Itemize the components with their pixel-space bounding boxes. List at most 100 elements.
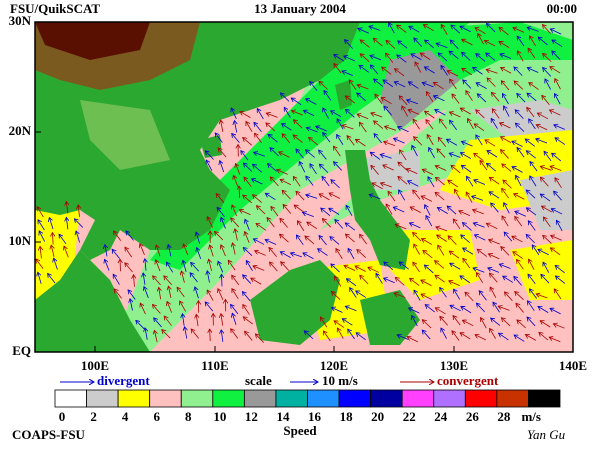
wind-arrow	[486, 69, 498, 74]
wind-arrow	[268, 134, 278, 143]
wind-arrow	[526, 190, 536, 199]
wind-arrow	[422, 320, 432, 329]
wind-arrow	[384, 278, 395, 284]
wind-arrow	[425, 205, 431, 216]
wind-arrow	[460, 276, 470, 284]
wind-arrow	[231, 108, 237, 119]
wind-arrow	[538, 37, 548, 46]
colorbar-tick: 12	[245, 409, 258, 424]
wind-arrow	[449, 251, 460, 259]
wind-arrow	[51, 245, 55, 257]
wind-arrow	[425, 111, 435, 119]
wind-arrow	[478, 34, 484, 45]
wind-arrow	[394, 82, 406, 88]
wind-arrow	[517, 147, 525, 158]
colorbar-tick: 10	[213, 409, 226, 424]
wind-arrow	[449, 281, 460, 287]
wind-arrow	[309, 137, 319, 146]
wind-arrow	[462, 52, 471, 61]
wind-arrow	[462, 39, 473, 46]
wind-arrow	[504, 292, 513, 302]
wind-arrow	[517, 259, 524, 270]
wind-arrow	[218, 289, 224, 300]
wind-arrow	[536, 125, 548, 131]
wind-arrow	[154, 330, 157, 343]
wind-arrow	[515, 110, 524, 119]
wind-arrow	[228, 260, 236, 271]
wind-arrow	[516, 303, 524, 313]
wind-arrow	[501, 318, 511, 327]
wind-arrow	[140, 303, 146, 315]
colorbar-tick: 14	[276, 409, 290, 424]
wind-arrow	[435, 166, 447, 171]
wind-arrow	[461, 235, 471, 244]
wind-arrow	[515, 216, 523, 227]
wind-arrow	[500, 54, 512, 59]
wind-arrow	[460, 153, 472, 159]
wind-arrow	[253, 195, 262, 203]
wind-arrow	[76, 231, 81, 243]
lat-label: 10N	[9, 233, 32, 248]
wind-arrow	[525, 334, 537, 341]
wind-arrow	[221, 330, 223, 342]
wind-arrow	[529, 36, 537, 47]
wind-arrow	[528, 221, 536, 231]
wind-arrow	[441, 328, 447, 339]
wind-arrow	[398, 127, 409, 133]
wind-arrow	[376, 273, 383, 284]
wind-arrow	[255, 334, 264, 343]
wind-arrow	[450, 305, 461, 312]
wind-arrow	[348, 329, 355, 340]
header-center: 13 January 2004	[254, 1, 346, 16]
wind-arrow	[306, 176, 314, 186]
wind-arrow	[517, 320, 527, 329]
wind-arrow	[232, 275, 240, 286]
wind-arrow	[385, 126, 397, 131]
wind-arrow	[539, 332, 549, 341]
wind-arrow	[218, 261, 224, 273]
wind-arrow	[541, 206, 553, 213]
wind-arrow	[479, 291, 487, 301]
wind-arrow	[126, 231, 134, 241]
wind-arrow	[303, 212, 314, 217]
wind-arrow	[356, 291, 366, 298]
wind-arrow	[473, 223, 485, 228]
wind-arrow	[394, 138, 405, 144]
wind-arrow	[463, 80, 472, 89]
wind-arrow	[527, 27, 539, 32]
wind-arrow	[501, 81, 510, 91]
footer-left: COAPS-FSU	[12, 427, 86, 442]
wind-arrow	[488, 254, 500, 260]
wind-arrow	[434, 96, 445, 102]
wind-arrow	[232, 205, 237, 217]
wind-arrow	[414, 244, 420, 255]
wind-arrow	[220, 161, 225, 173]
wind-arrow	[489, 192, 500, 199]
wind-arrow	[421, 280, 432, 286]
wind-arrow	[462, 68, 473, 76]
wind-arrow	[516, 175, 522, 187]
wind-arrow	[501, 137, 512, 144]
wind-arrow	[235, 164, 241, 175]
colorbar-box	[275, 389, 308, 408]
wind-arrow	[232, 243, 235, 255]
wind-arrow	[372, 183, 383, 190]
colorbar-tick: 2	[90, 409, 97, 424]
wind-arrow	[440, 316, 448, 326]
wind-arrow	[413, 190, 421, 200]
wind-arrow	[284, 107, 291, 118]
colorbar-tick: 0	[59, 409, 66, 424]
wind-arrow	[231, 329, 239, 339]
wind-arrow	[481, 318, 487, 329]
wind-arrow	[360, 234, 367, 245]
wind-arrow	[380, 183, 392, 188]
colorbar-box	[307, 389, 340, 408]
wind-arrow	[316, 126, 327, 132]
wind-arrow	[345, 306, 357, 312]
wind-arrow	[487, 151, 498, 158]
wind-arrow	[502, 188, 509, 199]
wind-arrow	[480, 160, 488, 171]
wind-arrow	[530, 162, 538, 172]
wind-arrow	[514, 194, 525, 200]
wind-arrow	[555, 138, 566, 145]
